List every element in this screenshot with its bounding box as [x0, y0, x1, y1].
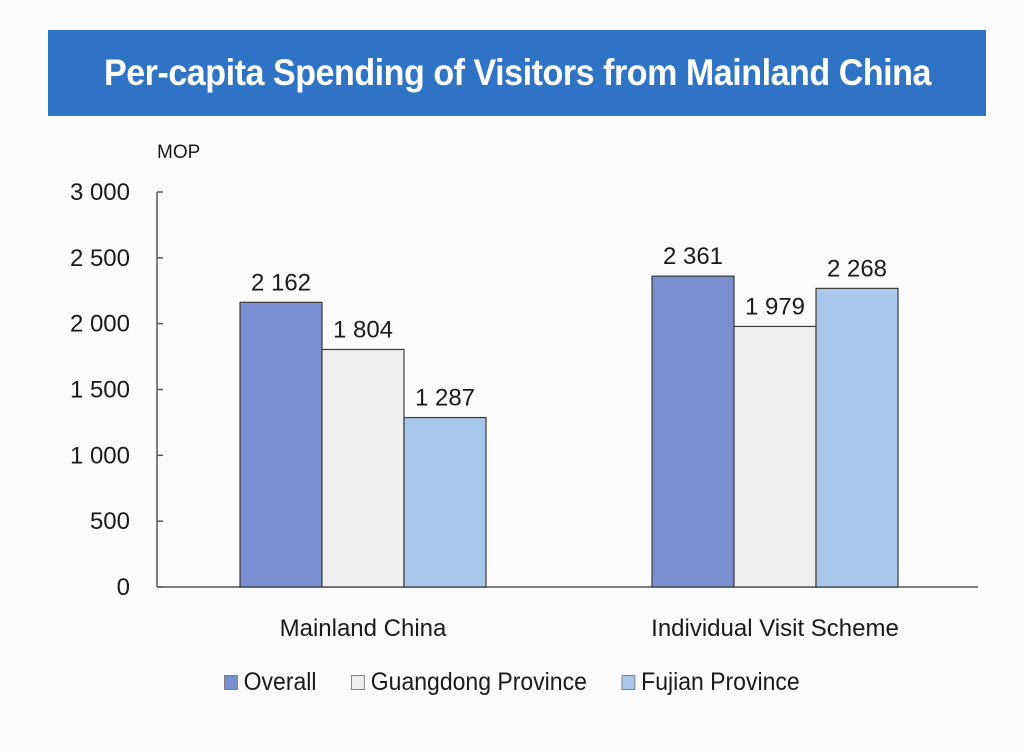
legend-swatch-overall [224, 675, 239, 690]
y-tick-label: 3 000 [70, 179, 130, 206]
y-tick-label: 0 [117, 574, 130, 601]
data-label: 1 804 [333, 316, 393, 343]
legend-label-guangdong: Guangdong Province [370, 668, 587, 696]
legend-swatch-guangdong [351, 675, 366, 690]
x-category-label: Mainland China [280, 615, 447, 642]
legend-item-fujian: Fujian Province [621, 668, 800, 697]
bar-fujian-province-0 [403, 416, 487, 588]
bar-overall-0 [239, 301, 323, 588]
legend-swatch-fujian [621, 675, 636, 690]
data-label: 2 162 [251, 269, 311, 296]
legend-label-fujian: Fujian Province [641, 668, 800, 696]
y-axis-unit-label: MOP [157, 142, 200, 163]
data-label: 1 287 [415, 385, 475, 412]
title-banner: Per-capita Spending of Visitors from Mai… [48, 30, 986, 116]
y-tick-label: 2 500 [70, 245, 130, 272]
chart-title: Per-capita Spending of Visitors from Mai… [103, 52, 931, 93]
y-tick-label: 2 000 [70, 311, 130, 338]
legend-item-guangdong: Guangdong Province [351, 668, 587, 697]
legend-label-overall: Overall [243, 668, 317, 696]
y-tick-label: 1 500 [70, 377, 130, 404]
y-tick-label: 1 000 [70, 442, 130, 469]
legend-item-overall: Overall [224, 668, 316, 697]
y-tick-label: 500 [90, 508, 130, 535]
bar-overall-1 [651, 275, 735, 588]
data-label: 2 268 [827, 255, 887, 282]
bar-guangdong-province-0 [321, 348, 405, 588]
data-label: 1 979 [745, 293, 805, 320]
x-category-label: Individual Visit Scheme [651, 615, 899, 642]
data-label: 2 361 [663, 243, 723, 270]
bar-fujian-province-1 [815, 287, 899, 588]
bar-guangdong-province-1 [733, 325, 817, 588]
legend: Overall Guangdong Province Fujian Provin… [41, 668, 983, 697]
